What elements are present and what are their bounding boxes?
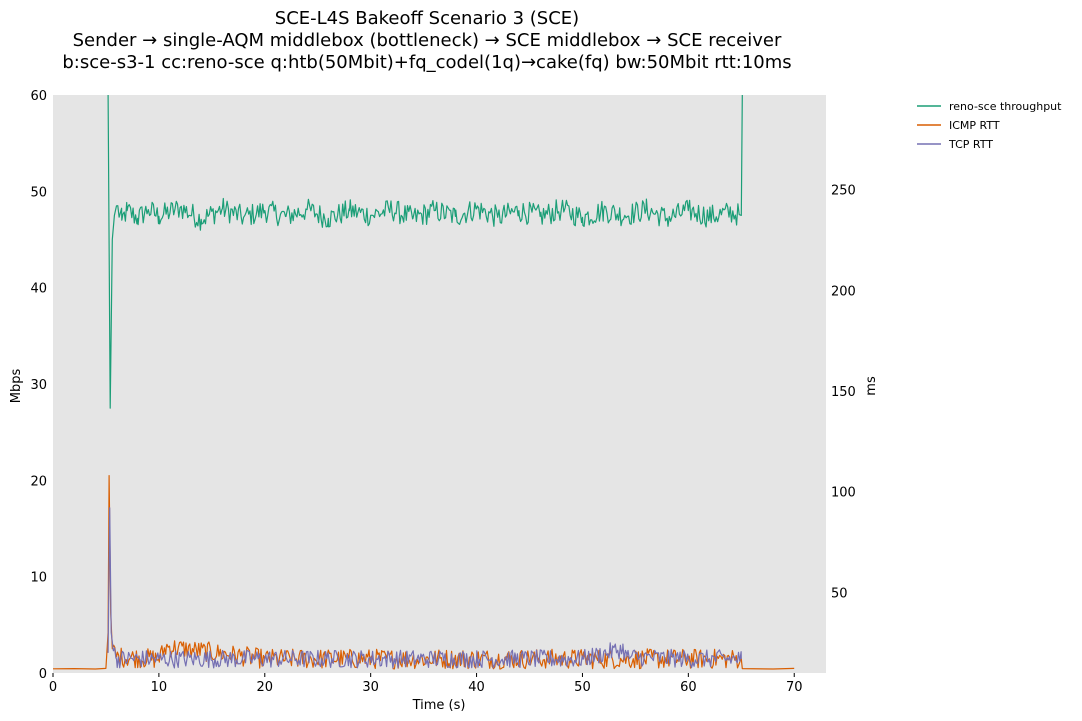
- chart-title-line-1: SCE-L4S Bakeoff Scenario 3 (SCE): [275, 8, 579, 29]
- x-tick-label: 70: [786, 680, 803, 695]
- y-left-tick-label: 60: [30, 89, 47, 104]
- x-tick-label: 50: [574, 680, 591, 695]
- x-tick-label: 40: [468, 680, 485, 695]
- x-axis-label: Time (s): [412, 698, 466, 713]
- x-tick-label: 20: [257, 680, 274, 695]
- chart-title-line-3: b:sce-s3-1 cc:reno-sce q:htb(50Mbit)+fq_…: [62, 52, 791, 73]
- y-left-tick-label: 50: [30, 185, 47, 200]
- y-left-tick-label: 20: [30, 474, 47, 489]
- x-tick-label: 60: [680, 680, 697, 695]
- x-tick-label: 10: [151, 680, 168, 695]
- y-right-tick-label: 150: [831, 385, 856, 400]
- y-right-tick-label: 200: [831, 284, 856, 299]
- legend-label-tcp-rtt: TCP RTT: [948, 138, 993, 151]
- y-right-tick-label: 100: [831, 486, 856, 501]
- legend-label-icmp-rtt: ICMP RTT: [949, 119, 1000, 132]
- legend: reno-sce throughput ICMP RTT TCP RTT: [917, 100, 1062, 151]
- y-right-tick-label: 50: [831, 586, 848, 601]
- series-line-0: [107, 94, 743, 409]
- x-tick-label: 0: [49, 680, 57, 695]
- legend-label-throughput: reno-sce throughput: [949, 100, 1062, 113]
- y-left-tick-label: 10: [30, 571, 47, 586]
- series-line-2: [107, 507, 742, 669]
- x-tick-label: 30: [362, 680, 379, 695]
- plot-area: [53, 95, 826, 673]
- y-left-axis-label: Mbps: [9, 369, 24, 404]
- y-right-tick-label: 250: [831, 184, 856, 199]
- series-layer: [52, 94, 795, 670]
- y-left-tick-label: 0: [39, 667, 47, 682]
- y-right-axis-ticks: 50 100 150 200 250: [831, 184, 856, 602]
- chart-title-line-2: Sender → single-AQM middlebox (bottlenec…: [73, 30, 782, 51]
- y-right-axis-label: ms: [864, 376, 879, 396]
- x-axis-ticks: 0 10 20 30 40 50 60 70: [49, 673, 803, 695]
- series-line-1: [52, 475, 795, 670]
- y-left-tick-label: 40: [30, 282, 47, 297]
- y-left-tick-label: 30: [30, 378, 47, 393]
- y-left-axis-ticks: 0 10 20 30 40 50 60: [30, 89, 47, 682]
